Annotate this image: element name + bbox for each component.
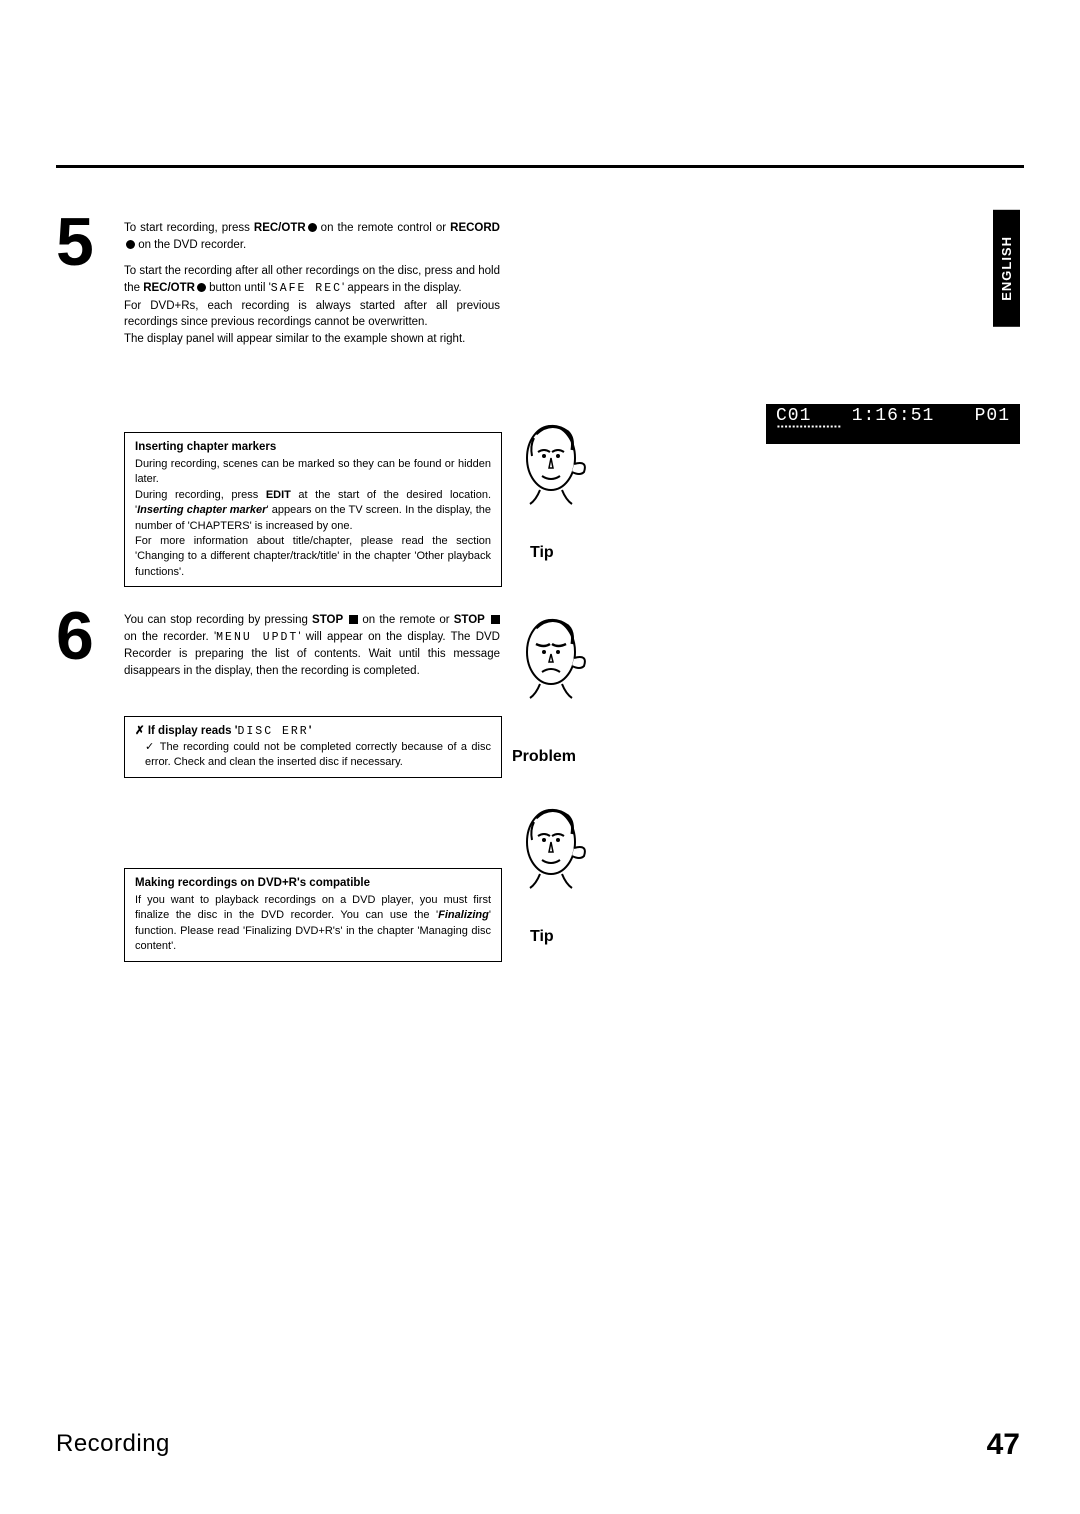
record-icon — [308, 223, 317, 232]
txt: STOP — [454, 614, 485, 626]
record-icon — [197, 283, 206, 292]
display-text: SAFE REC — [271, 282, 342, 295]
tip-title: Inserting chapter markers — [135, 439, 491, 455]
txt: RECORD — [450, 222, 500, 234]
txt: on the recorder. ' — [124, 631, 216, 643]
txt: ✗ If display reads ' — [135, 725, 238, 737]
tip-face-icon — [516, 416, 586, 512]
language-tab: ENGLISH — [993, 210, 1020, 327]
step-5-number: 5 — [56, 208, 94, 276]
txt: The display panel will appear similar to… — [124, 331, 500, 348]
txt: on the remote or — [358, 614, 453, 626]
display-text: MENU UPDT — [216, 631, 298, 644]
txt: ' — [309, 725, 312, 737]
txt: EDIT — [266, 489, 291, 501]
top-rule — [56, 165, 1024, 168]
tip-face-icon — [516, 800, 586, 896]
tip-label: Tip — [530, 928, 554, 946]
tip-title: Making recordings on DVD+R's compatible — [135, 875, 491, 891]
stop-icon — [349, 615, 358, 624]
stop-icon — [491, 615, 500, 624]
problem-face-icon — [516, 610, 586, 706]
txt: on the remote control or — [317, 222, 451, 234]
txt: You can stop recording by pressing — [124, 614, 312, 626]
txt: For more information about title/chapter… — [135, 534, 491, 580]
txt: REC/OTR — [143, 282, 195, 294]
footer-title: Recording — [56, 1430, 170, 1458]
display-p: P01 — [975, 406, 1010, 426]
txt: During recording, press — [135, 489, 266, 501]
step-5-body: To start recording, press REC/OTR on the… — [124, 220, 500, 348]
txt: button until ' — [206, 282, 271, 294]
record-icon — [126, 240, 135, 249]
txt: Inserting chapter marker — [137, 504, 266, 516]
txt: on the DVD recorder. — [135, 239, 246, 251]
txt: STOP — [312, 614, 343, 626]
problem-label: Problem — [512, 748, 576, 766]
txt: Finalizing — [438, 909, 489, 921]
txt: REC/OTR — [254, 222, 306, 234]
step-6-number: 6 — [56, 602, 94, 670]
txt: During recording, scenes can be marked s… — [135, 457, 491, 488]
step-6-body: You can stop recording by pressing STOP … — [124, 612, 500, 680]
display-time: 1:16:51 — [852, 406, 935, 426]
txt: ' appears in the display. — [342, 282, 462, 294]
page-number: 47 — [987, 1428, 1020, 1462]
tip-label: Tip — [530, 544, 554, 562]
tip-box-2: Making recordings on DVD+R's compatible … — [124, 868, 502, 962]
txt: ✓ The recording could not be completed c… — [135, 740, 491, 771]
tip-box-1: Inserting chapter markers During recordi… — [124, 432, 502, 587]
txt: For DVD+Rs, each recording is always sta… — [124, 298, 500, 331]
txt: To start recording, press — [124, 222, 254, 234]
display-text: DISC ERR — [238, 725, 309, 738]
problem-box: ✗ If display reads 'DISC ERR' ✓ The reco… — [124, 716, 502, 778]
display-panel: C01 1:16:51 P01 ▪▪▪▪▪▪▪▪▪▪▪▪▪▪▪▪▪ — [766, 404, 1020, 444]
